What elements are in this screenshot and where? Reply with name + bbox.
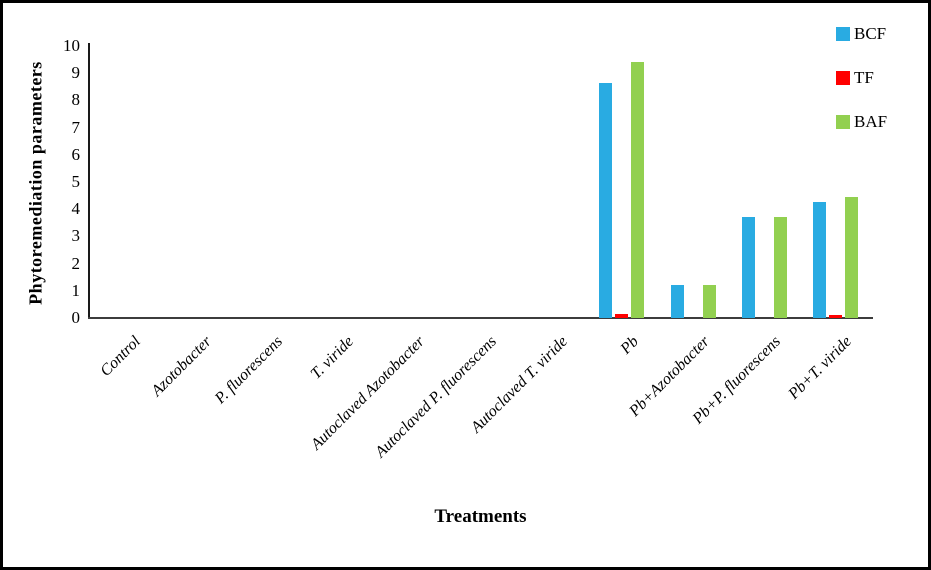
- bar-bcf-pb-azotobacter: [670, 285, 684, 318]
- legend-item-tf: TF: [836, 69, 887, 87]
- tf-swatch-icon: [836, 71, 850, 85]
- bar-baf-pb-azotobacter: [702, 285, 716, 318]
- bar-bcf-pb-t-viride: [812, 202, 826, 318]
- legend: BCF TF BAF: [836, 25, 887, 131]
- y-tick-8: 8: [71, 90, 81, 110]
- bar-tf-pb: [615, 313, 629, 318]
- y-axis-title: Phytoremediation parameters: [25, 61, 46, 305]
- legend-label-baf: BAF: [854, 112, 888, 131]
- legend-label-tf: TF: [854, 68, 874, 87]
- bar-baf-pb-t-viride: [844, 196, 858, 318]
- x-axis-line: [88, 317, 873, 319]
- bar-bcf-pb-p-fluorescens: [741, 217, 755, 318]
- plot-area: Phytoremediation parameters 0 1 2 3 4 5 6 7 8 9 10…: [3, 3, 928, 567]
- y-tick-5: 5: [71, 172, 81, 191]
- y-tick-2: 2: [71, 253, 81, 273]
- y-tick-1: 1: [71, 280, 81, 300]
- y-tick-9: 9: [71, 63, 81, 83]
- x-axis-title: Treatments: [434, 506, 527, 527]
- bar-tf-pb-t-viride: [828, 315, 842, 318]
- legend-label-bcf: BCF: [854, 24, 887, 43]
- y-axis-line: [88, 43, 90, 319]
- bar-baf-pb-p-fluorescens: [773, 217, 787, 318]
- bar-baf-pb: [631, 62, 645, 318]
- legend-item-bcf: BCF: [836, 25, 887, 43]
- y-tick-7: 7: [71, 117, 81, 137]
- bar-bcf-pb: [599, 82, 613, 318]
- y-tick-6: 6: [71, 144, 81, 164]
- legend-item-baf: BAF: [836, 113, 887, 131]
- y-tick-4: 4: [71, 199, 81, 219]
- bcf-swatch-icon: [836, 27, 850, 41]
- y-tick-0: 0: [71, 308, 81, 327]
- y-tick-3: 3: [71, 226, 81, 246]
- baf-swatch-icon: [836, 115, 850, 129]
- y-tick-10: 10: [63, 36, 80, 55]
